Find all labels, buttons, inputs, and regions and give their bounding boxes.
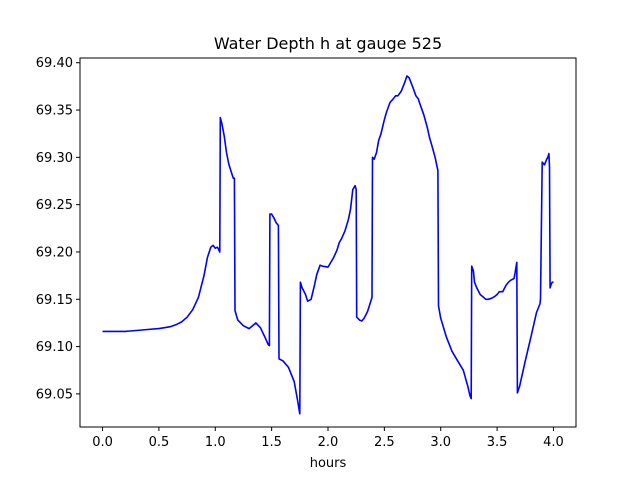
x-tick-label: 3.0 (430, 435, 451, 450)
y-tick-label: 69.15 (36, 293, 73, 308)
x-axis: 0.0 0.5 1.0 1.5 2.0 2.5 3.0 3.5 4.0 (92, 427, 564, 450)
y-axis: 69.05 69.10 69.15 69.20 69.25 69.30 69.35 69.40 (36, 56, 80, 402)
series-layer (102, 75, 554, 415)
x-axis-label: hours (310, 456, 347, 471)
y-tick-label: 69.25 (36, 198, 73, 213)
y-tick-label: 69.10 (36, 340, 73, 355)
x-tick-label: 0.5 (149, 435, 170, 450)
x-tick-label: 1.0 (205, 435, 226, 450)
y-tick-label: 69.30 (36, 151, 73, 166)
y-tick-label: 69.05 (36, 387, 73, 402)
y-tick-label: 69.20 (36, 245, 73, 260)
x-tick-label: 3.5 (487, 435, 508, 450)
y-tick-label: 69.40 (36, 56, 73, 71)
x-tick-label: 0.0 (92, 435, 113, 450)
chart-title: Water Depth h at gauge 525 (214, 34, 442, 53)
x-tick-label: 2.0 (318, 435, 339, 450)
x-tick-label: 1.5 (261, 435, 282, 450)
x-tick-label: 4.0 (543, 435, 564, 450)
y-tick-label: 69.35 (36, 104, 73, 119)
series-line (102, 75, 554, 415)
x-tick-label: 2.5 (374, 435, 395, 450)
